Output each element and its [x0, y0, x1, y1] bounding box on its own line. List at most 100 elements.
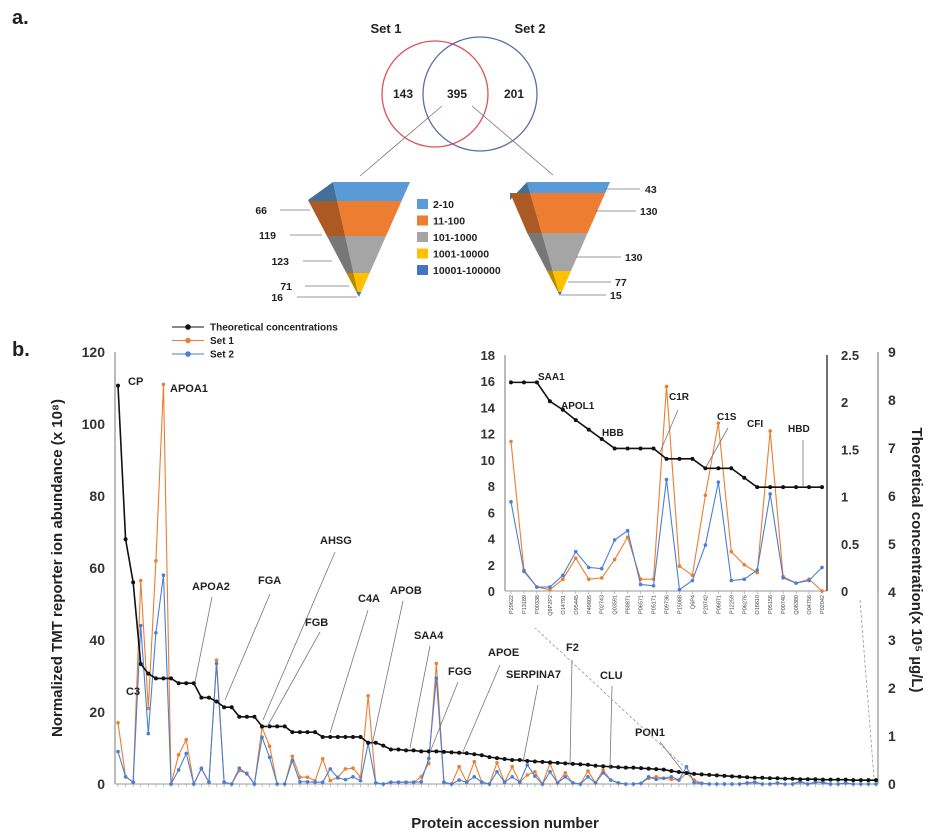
main-y-tick: 120 — [82, 344, 106, 360]
inset-point-set2 — [664, 477, 669, 482]
main-point-set1 — [161, 382, 166, 387]
annotation-label: AHSG — [320, 535, 352, 547]
inset-point-set2 — [612, 538, 617, 542]
main-point-set2 — [730, 782, 734, 786]
legend-label-2: Set 2 — [210, 350, 234, 361]
main-y-tick: 100 — [82, 416, 106, 432]
inset-x-tick-label: P02743 — [600, 595, 606, 614]
main-point-theoretical — [510, 758, 515, 762]
main-point-theoretical — [131, 580, 136, 585]
inset-annotation-leader — [659, 409, 679, 453]
main-point-set2 — [715, 782, 719, 786]
inset-y-tick: 6 — [488, 505, 495, 520]
main-point-set2 — [260, 735, 264, 739]
main-point-set2 — [146, 731, 151, 736]
main-point-set2 — [267, 755, 272, 760]
main-point-theoretical — [495, 756, 499, 761]
main-point-theoretical — [502, 757, 507, 762]
inset-point-theoretical — [742, 475, 747, 480]
main-point-theoretical — [184, 681, 189, 686]
pyramid-left — [308, 182, 410, 297]
main-point-theoretical — [783, 776, 788, 781]
main-point-theoretical — [707, 772, 712, 777]
main-point-set1 — [146, 706, 151, 711]
inset-x-tick-label: P68871 — [626, 595, 632, 614]
main-point-set2 — [836, 782, 840, 786]
main-point-theoretical — [426, 749, 431, 754]
inset-point-set1 — [561, 577, 565, 581]
pyramid-left-value: 119 — [259, 230, 276, 242]
main-point-set2 — [813, 780, 818, 784]
annotation-label: C3 — [126, 686, 140, 698]
legend-swatch-1 — [417, 215, 428, 226]
main-point-set2 — [389, 780, 393, 784]
main-point-theoretical — [601, 764, 606, 769]
inset-point-set2 — [522, 569, 526, 574]
inset-point-set2 — [548, 585, 552, 589]
inset-y-tick: 10 — [481, 453, 495, 468]
main-point-theoretical — [290, 730, 295, 735]
inset-point-theoretical — [599, 437, 604, 442]
main-point-theoretical — [570, 761, 575, 766]
main-point-set2 — [699, 781, 704, 786]
inset-point-set1 — [820, 589, 824, 593]
main-point-set2 — [722, 782, 727, 786]
inset-y-tick: 2 — [488, 558, 495, 573]
inset-point-set1 — [664, 384, 669, 389]
main-point-theoretical — [676, 770, 681, 774]
pyramid-right-value: 15 — [610, 290, 622, 302]
main-point-theoretical — [191, 681, 196, 686]
main-point-set1 — [654, 775, 658, 779]
main-point-theoretical — [775, 776, 780, 781]
pyramid-right-value: 43 — [645, 184, 657, 196]
main-point-set2 — [502, 780, 507, 784]
inset-point-theoretical — [807, 485, 812, 490]
main-point-set2 — [805, 782, 810, 786]
main-y-tick: 60 — [89, 560, 105, 576]
inset-y2-tick: 2.5 — [841, 348, 859, 363]
inset-x-tick-label: O14791 — [561, 595, 567, 615]
inset-point-theoretical — [664, 456, 669, 461]
main-point-theoretical — [563, 761, 568, 766]
inset-x-tick-label: P49805 — [587, 595, 593, 614]
pyramid-right-value: 130 — [640, 206, 658, 218]
main-point-set2 — [661, 776, 666, 781]
main-point-theoretical — [752, 775, 757, 780]
inset-x-tick-label: Q08380 — [794, 595, 800, 615]
main-point-set2 — [396, 780, 401, 784]
inset-point-set2 — [638, 582, 643, 587]
main-point-set2 — [692, 780, 696, 785]
inset-point-theoretical — [703, 466, 708, 471]
main-point-theoretical — [479, 753, 484, 758]
main-point-theoretical — [146, 671, 151, 676]
main-point-set2 — [646, 775, 651, 779]
inset-x-tick-label: P06571 — [639, 595, 645, 614]
venn-set1-only: 143 — [393, 87, 413, 101]
pyramid-right-value: 130 — [625, 252, 643, 264]
main-point-set1 — [305, 775, 310, 779]
annotation-label: C4A — [358, 593, 380, 605]
inset-point-set1 — [755, 570, 760, 575]
inset-point-set2 — [509, 500, 513, 504]
inset-point-set2 — [768, 492, 772, 496]
main-point-theoretical — [464, 751, 469, 756]
inset-y-tick: 12 — [481, 427, 495, 442]
main-point-set2 — [328, 767, 333, 771]
main-point-theoretical — [525, 758, 530, 763]
main-point-set2 — [313, 780, 317, 784]
main-point-theoretical — [434, 749, 439, 754]
inset-point-set2 — [820, 565, 824, 570]
pyramid-band-side-2 — [326, 236, 354, 273]
main-point-set2 — [578, 782, 583, 786]
inset-x-tick-label: Q6P4 — [690, 595, 696, 609]
main-point-theoretical — [745, 775, 750, 780]
venn-set2-label: Set 2 — [514, 21, 545, 36]
legend-swatch-0 — [417, 199, 428, 209]
main-point-theoretical — [222, 705, 227, 710]
main-point-set2 — [381, 782, 386, 786]
main-point-set1 — [472, 759, 477, 764]
main-point-set2 — [449, 782, 454, 786]
pyramid-band-3 — [353, 273, 370, 292]
main-point-set2 — [426, 756, 431, 761]
